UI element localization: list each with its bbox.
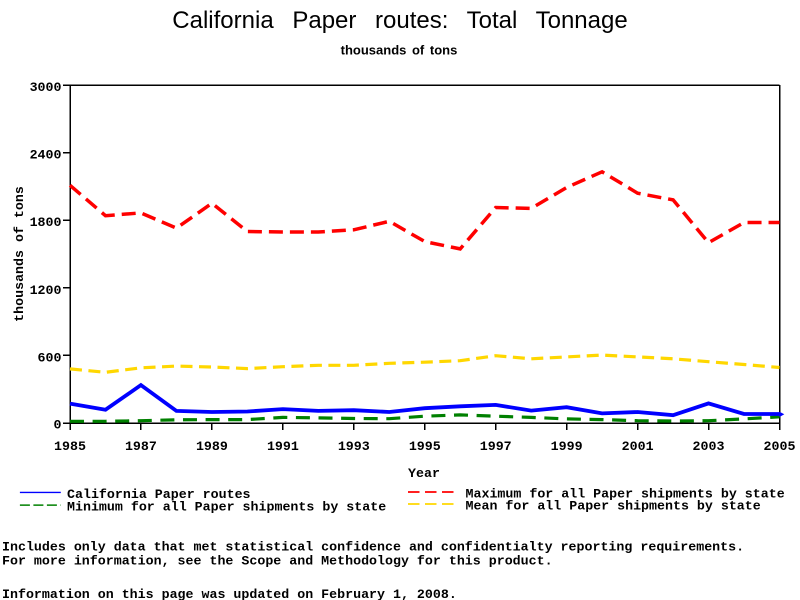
svg-text:2005: 2005 bbox=[764, 439, 796, 454]
svg-text:Information on this page was u: Information on this page was updated on … bbox=[2, 587, 457, 600]
svg-text:1985: 1985 bbox=[54, 439, 86, 454]
svg-text:600: 600 bbox=[38, 350, 62, 365]
svg-text:California Paper routes: Total: California Paper routes: Total Tonnage bbox=[172, 7, 627, 34]
svg-text:2400: 2400 bbox=[30, 148, 62, 163]
svg-text:Mean for all Paper shipments b: Mean for all Paper shipments by state bbox=[466, 499, 761, 514]
svg-text:2003: 2003 bbox=[693, 439, 725, 454]
svg-text:0: 0 bbox=[54, 418, 62, 433]
svg-text:thousands of tons: thousands of tons bbox=[12, 186, 27, 322]
svg-text:1999: 1999 bbox=[551, 439, 583, 454]
svg-text:3000: 3000 bbox=[30, 80, 62, 95]
svg-text:1987: 1987 bbox=[125, 439, 157, 454]
svg-text:1995: 1995 bbox=[409, 439, 441, 454]
svg-text:2001: 2001 bbox=[622, 439, 654, 454]
svg-text:thousands of tons: thousands of tons bbox=[341, 43, 458, 58]
svg-text:For more information, see the: For more information, see the Scope and … bbox=[2, 554, 553, 569]
svg-text:Includes only data that met st: Includes only data that met statistical … bbox=[2, 539, 744, 554]
svg-text:Minimum for all Paper shipment: Minimum for all Paper shipments by state bbox=[67, 499, 386, 514]
svg-text:1989: 1989 bbox=[196, 439, 228, 454]
svg-text:Year: Year bbox=[408, 466, 440, 481]
svg-text:California Paper routes: California Paper routes bbox=[67, 487, 251, 502]
svg-text:1993: 1993 bbox=[338, 439, 370, 454]
svg-text:1991: 1991 bbox=[267, 439, 299, 454]
svg-text:1800: 1800 bbox=[30, 215, 62, 230]
svg-text:1200: 1200 bbox=[30, 283, 62, 298]
svg-text:1997: 1997 bbox=[480, 439, 512, 454]
svg-text:Maximum for all Paper shipment: Maximum for all Paper shipments by state bbox=[466, 487, 785, 502]
